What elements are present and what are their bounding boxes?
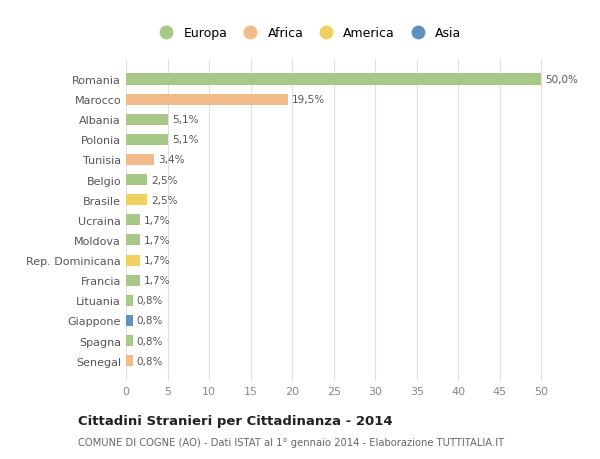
Text: 1,7%: 1,7% xyxy=(144,256,171,265)
Bar xyxy=(126,195,147,206)
Text: 1,7%: 1,7% xyxy=(144,235,171,246)
Text: 0,8%: 0,8% xyxy=(137,336,163,346)
Bar xyxy=(126,275,140,286)
Text: 3,4%: 3,4% xyxy=(158,155,185,165)
Bar xyxy=(126,114,169,125)
Text: COMUNE DI COGNE (AO) - Dati ISTAT al 1° gennaio 2014 - Elaborazione TUTTITALIA.I: COMUNE DI COGNE (AO) - Dati ISTAT al 1° … xyxy=(78,437,504,447)
Bar xyxy=(126,155,154,166)
Text: 50,0%: 50,0% xyxy=(545,75,578,85)
Bar xyxy=(126,355,133,366)
Text: 0,8%: 0,8% xyxy=(137,296,163,306)
Text: 19,5%: 19,5% xyxy=(292,95,325,105)
Text: 5,1%: 5,1% xyxy=(173,135,199,145)
Bar xyxy=(126,335,133,346)
Text: 0,8%: 0,8% xyxy=(137,356,163,366)
Text: Cittadini Stranieri per Cittadinanza - 2014: Cittadini Stranieri per Cittadinanza - 2… xyxy=(78,414,392,428)
Bar xyxy=(126,134,169,146)
Bar xyxy=(126,74,541,85)
Text: 0,8%: 0,8% xyxy=(137,316,163,326)
Legend: Europa, Africa, America, Asia: Europa, Africa, America, Asia xyxy=(154,28,461,40)
Text: 5,1%: 5,1% xyxy=(173,115,199,125)
Text: 1,7%: 1,7% xyxy=(144,275,171,285)
Text: 1,7%: 1,7% xyxy=(144,215,171,225)
Bar xyxy=(126,215,140,226)
Bar xyxy=(126,315,133,326)
Text: 2,5%: 2,5% xyxy=(151,175,178,185)
Bar xyxy=(126,95,288,106)
Bar xyxy=(126,174,147,186)
Bar xyxy=(126,255,140,266)
Bar xyxy=(126,235,140,246)
Bar xyxy=(126,295,133,306)
Text: 2,5%: 2,5% xyxy=(151,195,178,205)
